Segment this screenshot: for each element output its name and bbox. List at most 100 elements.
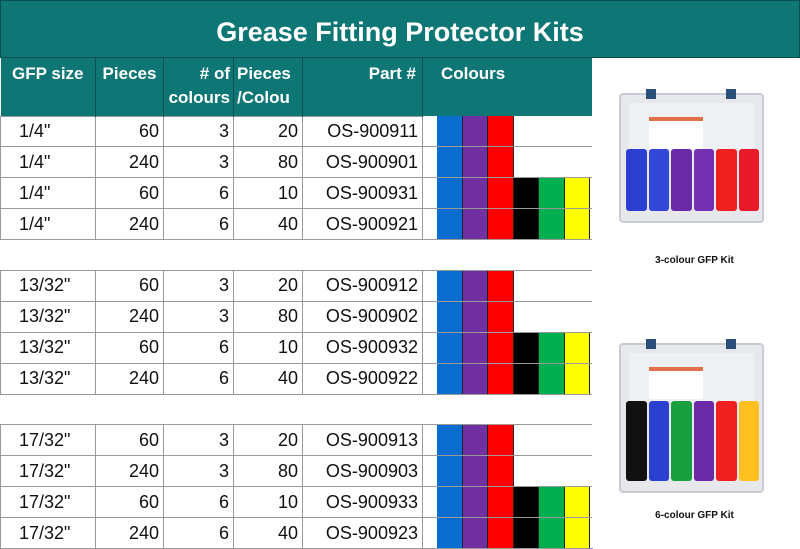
cell-pieces-per-colour: 20 xyxy=(233,424,303,457)
cell-colours xyxy=(422,455,593,488)
table-row: 17/32" 60 3 20 OS-900913 xyxy=(0,424,593,457)
cell-colours xyxy=(422,208,593,241)
colour-swatch-red xyxy=(488,332,514,363)
cell-num-colours: 6 xyxy=(163,208,234,241)
cell-gfp-size: 17/32" xyxy=(0,424,96,457)
cell-pieces-per-colour: 80 xyxy=(233,300,303,333)
colour-swatch-yellow xyxy=(564,332,590,363)
cell-colours xyxy=(422,270,593,302)
colour-swatch-blue xyxy=(437,147,463,178)
cell-pieces: 240 xyxy=(95,208,164,241)
colour-swatch-yellow xyxy=(564,178,590,209)
cell-colours xyxy=(422,301,593,333)
colour-swatch-red xyxy=(488,363,514,394)
colour-swatch-blue xyxy=(437,425,463,456)
cell-num-colours: 6 xyxy=(163,517,234,549)
colour-swatch-blue xyxy=(437,178,463,209)
cell-part-number: OS-900913 xyxy=(302,424,423,457)
cell-part-number: OS-900931 xyxy=(302,177,423,210)
colour-swatch-yellow xyxy=(564,487,590,518)
cell-num-colours: 3 xyxy=(163,424,234,457)
colour-swatch-red xyxy=(488,425,514,456)
cell-pieces-per-colour: 40 xyxy=(233,362,303,395)
header-colours: Colours xyxy=(422,58,593,116)
table-row: 13/32" 60 6 10 OS-900932 xyxy=(0,331,593,364)
cell-pieces: 240 xyxy=(95,455,164,488)
cell-pieces-per-colour: 80 xyxy=(233,455,303,488)
cell-pieces-per-colour: 20 xyxy=(233,269,303,302)
colour-swatch-purple xyxy=(462,456,488,487)
cell-pieces-per-colour: 10 xyxy=(233,486,303,519)
table-row: 17/32" 60 6 10 OS-900933 xyxy=(0,486,593,519)
cell-num-colours: 6 xyxy=(163,362,234,395)
protector-compartment xyxy=(671,149,692,211)
header-part-number: Part # xyxy=(302,58,423,116)
cell-colours xyxy=(422,486,593,519)
table-row: 17/32" 240 3 80 OS-900903 xyxy=(0,455,593,488)
colour-swatch-red xyxy=(488,456,514,487)
cell-colours xyxy=(422,424,593,457)
header-num-colours: # of colours xyxy=(163,58,234,116)
table-row: 13/32" 60 3 20 OS-900912 xyxy=(0,269,593,302)
cell-pieces: 60 xyxy=(95,424,164,457)
kit-image-3-colour xyxy=(619,89,764,223)
colour-swatch-blue xyxy=(437,301,463,332)
cell-pieces: 240 xyxy=(95,300,164,333)
protector-compartment xyxy=(671,401,692,481)
cell-num-colours: 6 xyxy=(163,486,234,519)
colour-swatch-red xyxy=(488,116,514,147)
kit-images-panel: 3-colour GFP Kit 6-colour GFP Kit xyxy=(592,58,797,547)
cell-gfp-size: 13/32" xyxy=(0,269,96,302)
spacer-row xyxy=(0,393,593,426)
colour-swatch-blue xyxy=(437,518,463,549)
cell-gfp-size: 1/4" xyxy=(0,208,96,241)
cell-pieces: 60 xyxy=(95,331,164,364)
protector-compartment xyxy=(693,401,714,481)
cell-num-colours: 3 xyxy=(163,269,234,302)
cell-gfp-size: 17/32" xyxy=(0,455,96,488)
cell-gfp-size: 1/4" xyxy=(0,115,96,148)
protector-compartment xyxy=(716,401,737,481)
cell-pieces: 60 xyxy=(95,269,164,302)
colour-swatch-blue xyxy=(437,456,463,487)
cell-pieces-per-colour: 10 xyxy=(233,331,303,364)
colour-swatch-black xyxy=(513,363,539,394)
protector-compartment xyxy=(738,149,759,211)
cell-num-colours: 6 xyxy=(163,177,234,210)
page-title: Grease Fitting Protector Kits xyxy=(0,0,800,58)
cell-colours xyxy=(422,332,593,364)
colour-swatch-red xyxy=(488,209,514,240)
cell-pieces-per-colour: 20 xyxy=(233,115,303,148)
colour-swatch-purple xyxy=(462,209,488,240)
cell-part-number: OS-900911 xyxy=(302,115,423,148)
cell-colours xyxy=(422,363,593,395)
colour-swatch-blue xyxy=(437,209,463,240)
colour-swatch-purple xyxy=(462,178,488,209)
colour-swatch-green xyxy=(539,178,565,209)
colour-swatch-blue xyxy=(437,332,463,363)
table-row: 1/4" 60 3 20 OS-900911 xyxy=(0,115,593,148)
table-row: 17/32" 240 6 40 OS-900923 xyxy=(0,517,593,549)
cell-part-number: OS-900922 xyxy=(302,362,423,395)
protector-compartment xyxy=(716,149,737,211)
kit-image-6-colour xyxy=(619,339,764,493)
cell-gfp-size: 17/32" xyxy=(0,517,96,549)
cell-gfp-size: 13/32" xyxy=(0,300,96,333)
cell-part-number: OS-900902 xyxy=(302,300,423,333)
cell-pieces: 240 xyxy=(95,362,164,395)
kits-table: GFP size Pieces # of colours Pieces /Col… xyxy=(0,58,593,549)
protector-compartment xyxy=(626,149,647,211)
protector-compartment xyxy=(648,149,669,211)
table-row: 1/4" 240 6 40 OS-900921 xyxy=(0,208,593,241)
protector-compartment xyxy=(648,401,669,481)
cell-pieces-per-colour: 40 xyxy=(233,517,303,549)
cell-num-colours: 6 xyxy=(163,331,234,364)
colour-swatch-green xyxy=(539,332,565,363)
colour-swatch-black xyxy=(513,518,539,549)
colour-swatch-purple xyxy=(462,332,488,363)
cell-part-number: OS-900912 xyxy=(302,269,423,302)
protector-compartment xyxy=(693,149,714,211)
cell-gfp-size: 1/4" xyxy=(0,177,96,210)
cell-num-colours: 3 xyxy=(163,115,234,148)
cell-part-number: OS-900921 xyxy=(302,208,423,241)
